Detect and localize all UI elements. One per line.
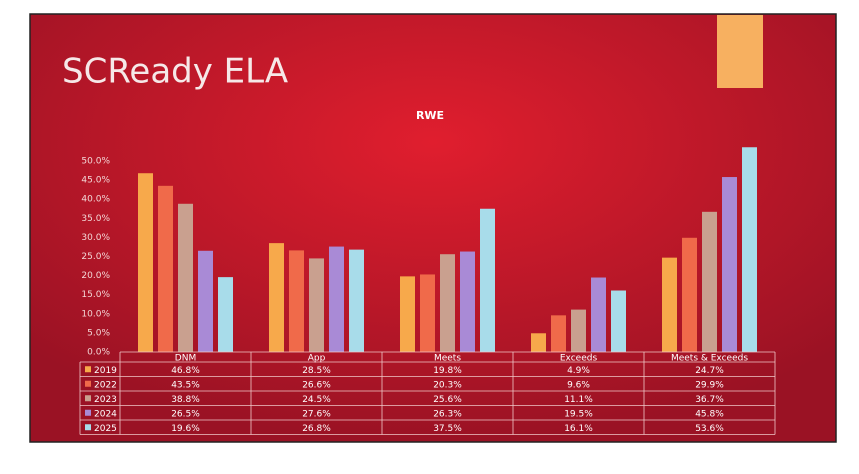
bar — [289, 250, 304, 352]
bar — [682, 237, 697, 352]
table-cell: 19.5% — [564, 409, 593, 419]
bar — [591, 277, 606, 352]
legend-swatch — [85, 424, 91, 431]
bar — [178, 203, 193, 352]
y-tick-label: 25.0% — [81, 252, 110, 262]
bar — [460, 251, 475, 352]
table-cell: 36.7% — [695, 395, 724, 405]
table-cell: 38.8% — [171, 395, 200, 405]
table-cell: 46.8% — [171, 366, 200, 376]
table-cell: 26.6% — [302, 380, 331, 390]
bar — [269, 243, 284, 352]
table-cell: 28.5% — [302, 366, 331, 376]
legend-label: 2025 — [94, 424, 117, 434]
bar — [329, 246, 344, 352]
table-cell: 24.5% — [302, 395, 331, 405]
bar — [742, 147, 757, 352]
table-cell: 29.9% — [695, 380, 724, 390]
y-tick-label: 45.0% — [81, 176, 110, 186]
bar — [218, 277, 233, 352]
y-tick-label: 10.0% — [81, 309, 110, 319]
table-cell: 9.6% — [567, 380, 590, 390]
table-cell: 37.5% — [433, 424, 462, 434]
bar — [309, 258, 324, 352]
bar — [420, 274, 435, 352]
bar — [349, 249, 364, 352]
legend-swatch — [85, 395, 91, 402]
table-cell: 19.6% — [171, 424, 200, 434]
bar — [662, 257, 677, 352]
y-tick-label: 30.0% — [81, 233, 110, 243]
table-cell: 19.8% — [433, 366, 462, 376]
bar — [440, 254, 455, 352]
table-cell: 43.5% — [171, 380, 200, 390]
table-header: App — [308, 354, 326, 364]
legend-swatch — [85, 380, 91, 387]
legend-swatch — [85, 366, 91, 373]
table-cell: 27.6% — [302, 409, 331, 419]
legend-label: 2019 — [94, 366, 117, 376]
y-tick-label: 5.0% — [87, 328, 110, 338]
bar — [138, 173, 153, 352]
table-header: Meets — [434, 354, 461, 364]
table-cell: 26.3% — [433, 409, 462, 419]
y-tick-label: 20.0% — [81, 271, 110, 281]
y-tick-label: 0.0% — [87, 348, 110, 358]
table-cell: 26.5% — [171, 409, 200, 419]
table-cell: 16.1% — [564, 424, 593, 434]
y-tick-label: 15.0% — [81, 290, 110, 300]
table-header: Exceeds — [560, 354, 598, 364]
bar — [198, 250, 213, 352]
table-cell: 53.6% — [695, 424, 724, 434]
y-tick-label: 40.0% — [81, 195, 110, 205]
table-cell: 25.6% — [433, 395, 462, 405]
bar — [611, 290, 626, 352]
bar — [158, 185, 173, 352]
bar — [702, 211, 717, 352]
table-header: DNM — [175, 354, 196, 364]
legend-label: 2022 — [94, 380, 117, 390]
y-tick-label: 35.0% — [81, 214, 110, 224]
y-tick-label: 50.0% — [81, 157, 110, 167]
chart-title: RWE — [416, 109, 444, 122]
table-cell: 24.7% — [695, 366, 724, 376]
bar — [531, 333, 546, 352]
table-cell: 11.1% — [564, 395, 593, 405]
legend-label: 2023 — [94, 395, 117, 405]
slide-title: SCReady ELA — [62, 52, 288, 92]
table-header: Meets & Exceeds — [671, 354, 748, 364]
legend-label: 2024 — [94, 409, 117, 419]
table-cell: 4.9% — [567, 366, 590, 376]
table-cell: 20.3% — [433, 380, 462, 390]
bar — [551, 315, 566, 352]
bar — [400, 276, 415, 352]
accent-block — [717, 15, 763, 88]
legend-swatch — [85, 409, 91, 416]
bar — [722, 177, 737, 352]
table-cell: 26.8% — [302, 424, 331, 434]
bar — [480, 208, 495, 352]
bar — [571, 309, 586, 352]
table-cell: 45.8% — [695, 409, 724, 419]
